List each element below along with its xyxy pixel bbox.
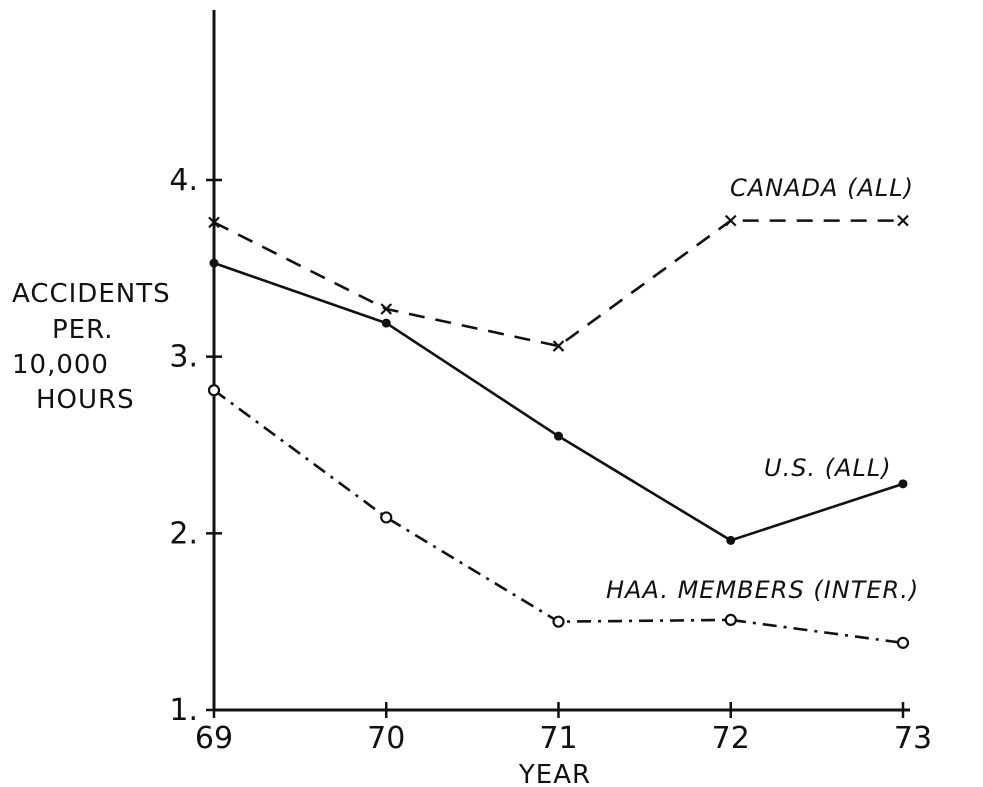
data-point-circle (380, 511, 393, 524)
y-axis-label-line-1: ACCIDENTS (12, 279, 171, 309)
data-point-dot (726, 535, 736, 545)
series-line (213, 219, 903, 348)
data-point-dot (209, 258, 219, 268)
x-axis-label: YEAR (518, 760, 591, 787)
data-point-dot (381, 318, 391, 328)
series-label-haa: HAA. MEMBERS (INTER.) (606, 576, 919, 604)
y-tick-label: 2. (169, 516, 198, 551)
y-axis-label-line-3: 10,000 (12, 350, 109, 380)
series-layer (207, 214, 910, 649)
series-label-canada: CANADA (ALL) (730, 174, 914, 202)
y-tick-label: 4. (169, 163, 198, 198)
data-point-dot (898, 479, 908, 489)
data-point-x-marker (208, 216, 220, 229)
x-tick-label: 71 (539, 721, 577, 756)
y-axis-label-line-4: HOURS (36, 385, 135, 415)
data-point-circle (207, 384, 221, 397)
x-tick-label: 69 (195, 721, 233, 756)
axes (212, 10, 910, 712)
x-tick-label: 72 (712, 721, 750, 756)
labels: ACCIDENTS PER. 10,000 HOURS YEAR CANADA … (12, 174, 919, 787)
series-2 (209, 258, 908, 545)
y-tick-label: 3. (169, 340, 198, 375)
y-ticks: 1. 2. 3. 4. (169, 163, 222, 728)
series-3 (207, 384, 910, 649)
data-point-x-marker (380, 303, 393, 315)
data-point-circle (552, 615, 565, 628)
series-1 (208, 214, 909, 352)
data-point-x-marker (897, 214, 909, 227)
data-point-x-marker (552, 340, 565, 352)
data-point-x-marker (724, 214, 737, 227)
data-point-dot (554, 431, 563, 441)
series-line (213, 261, 904, 542)
x-tick-label: 70 (367, 721, 405, 756)
y-axis-label-line-2: PER. (52, 315, 114, 345)
y-tick-label: 1. (169, 693, 198, 728)
x-tick-label: 73 (894, 721, 932, 756)
x-ticks: 69 70 71 72 73 (195, 702, 932, 756)
data-point-circle (724, 613, 737, 627)
data-point-circle (896, 636, 910, 649)
series-label-us: U.S. (ALL) (764, 454, 892, 482)
